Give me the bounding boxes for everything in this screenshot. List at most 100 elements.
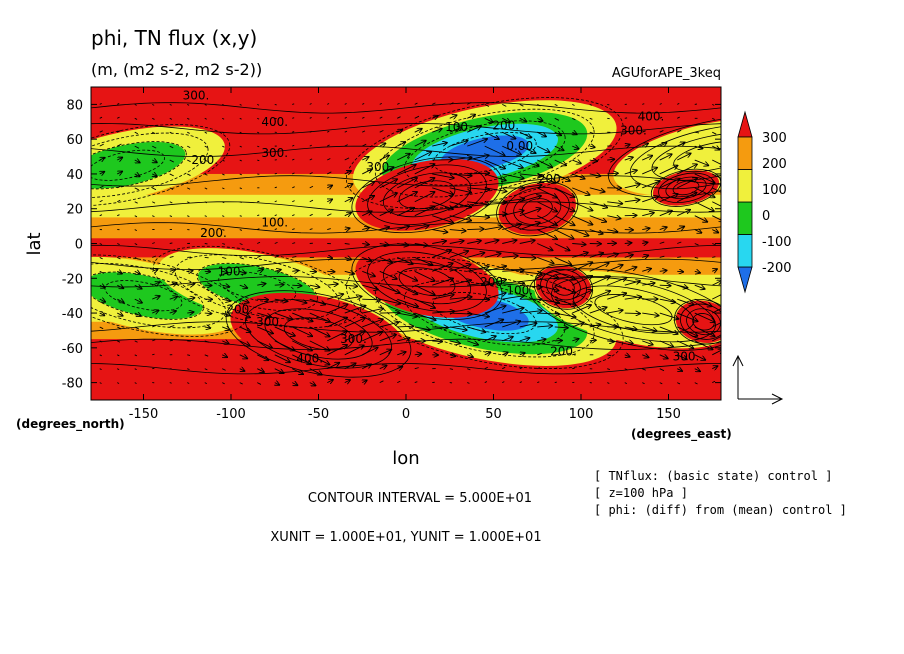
flux-vector <box>467 173 489 174</box>
y-tick-label: -40 <box>62 307 83 322</box>
flux-vector <box>624 255 633 258</box>
flux-vector <box>677 256 682 258</box>
flux-vector <box>240 369 245 371</box>
y-axis: -80 -60 -40 -20 0 20 40 60 80 <box>62 98 721 392</box>
flux-vector <box>169 159 174 163</box>
anomaly-center <box>535 265 592 309</box>
contour-line <box>367 251 487 313</box>
flux-vector <box>274 368 284 373</box>
flux-vector <box>117 354 120 357</box>
flux-vector <box>659 154 672 161</box>
flux-vector <box>677 271 683 272</box>
flux-vector <box>484 131 499 139</box>
flux-vector <box>449 264 471 272</box>
flux-vector <box>572 146 578 149</box>
flux-vector <box>362 116 365 119</box>
x-axis: -150 -100 -50 0 50 100 150 <box>129 87 681 422</box>
flux-vector <box>519 222 540 231</box>
contour-labels: 300.400.300.200.100.200.100.200.300.400.… <box>183 89 700 366</box>
flux-vector <box>327 304 347 314</box>
flux-vector <box>379 227 389 230</box>
contour-label: 200. <box>492 118 519 132</box>
flux-vector <box>607 382 610 384</box>
flux-vector <box>222 299 230 301</box>
flux-vector <box>292 354 311 364</box>
flux-vector <box>309 285 320 287</box>
colorbar: -200 -100 0 100 200 300 <box>737 110 792 294</box>
flux-vector <box>642 242 647 243</box>
flux-vector <box>397 102 400 105</box>
flux-vector <box>292 271 298 272</box>
flux-vector <box>519 367 523 370</box>
flux-vector <box>99 299 105 302</box>
flux-vector <box>257 131 260 134</box>
flux-vector <box>484 202 507 203</box>
flux-vector <box>694 256 699 259</box>
flux-vector <box>204 131 208 134</box>
contour-line <box>351 243 503 320</box>
flux-vector <box>117 243 120 245</box>
flux-vector <box>694 369 700 372</box>
flux-vector <box>362 308 383 314</box>
contour-label: 400. <box>261 115 288 129</box>
flux-vector <box>169 173 174 177</box>
flux-vector <box>502 103 507 107</box>
flux-vector <box>554 132 561 135</box>
flux-vector <box>99 382 102 384</box>
contour-label: 200. <box>200 226 227 240</box>
flux-vector <box>397 154 410 161</box>
flux-vector <box>327 228 331 231</box>
flux-vector <box>712 173 721 179</box>
flux-vector <box>589 103 593 106</box>
y-tick-label: -60 <box>62 342 83 357</box>
flux-vector <box>309 103 312 105</box>
flux-vector <box>677 241 682 244</box>
flux-vector <box>379 256 392 262</box>
contour-line <box>367 164 487 226</box>
flux-vector <box>327 363 339 370</box>
flux-vector <box>134 340 138 343</box>
flux-vector <box>484 103 490 107</box>
flux-vector <box>537 118 542 121</box>
flux-vector <box>169 117 173 120</box>
flux-vector <box>187 215 190 217</box>
flux-vector <box>519 381 522 384</box>
flux-vector <box>274 200 277 203</box>
flux-vector <box>169 311 176 313</box>
flux-vector <box>712 294 721 300</box>
flux-vector <box>502 199 524 203</box>
flux-vector <box>712 366 717 369</box>
flux-vector <box>589 131 594 134</box>
flux-vector <box>694 159 709 165</box>
flux-vector <box>659 166 678 175</box>
flux-vector <box>624 184 640 189</box>
flux-vector <box>484 280 506 286</box>
flux-vector <box>152 339 156 342</box>
flux-vector <box>642 355 648 358</box>
y-unit-label: (degrees_north) <box>16 417 125 432</box>
flux-vector <box>397 165 415 175</box>
flux-vector <box>659 340 673 347</box>
flux-vector <box>135 174 140 176</box>
flux-vector <box>134 145 140 149</box>
flux-vector <box>99 130 103 133</box>
flux-vector <box>607 293 626 300</box>
flux-vector <box>519 257 536 258</box>
contour-label: 300. <box>183 89 210 103</box>
flux-vector <box>379 350 392 356</box>
flux-vector <box>152 174 157 176</box>
y-tick-label: 60 <box>66 133 83 148</box>
flux-vector <box>135 160 140 163</box>
flux-vector <box>572 229 588 236</box>
flux-vector <box>134 229 138 232</box>
flux-vector <box>117 340 121 343</box>
chart-subtitle: (m, (m2 s-2, m2 s-2)) <box>91 60 262 79</box>
flux-vector <box>309 312 330 322</box>
flux-vector <box>537 256 553 263</box>
flux-vector <box>607 202 622 204</box>
flux-vector <box>572 132 577 134</box>
flux-vector <box>187 131 190 134</box>
flux-vector <box>204 117 207 120</box>
flux-vector <box>117 382 120 384</box>
colorbar-label: 200 <box>762 157 787 172</box>
